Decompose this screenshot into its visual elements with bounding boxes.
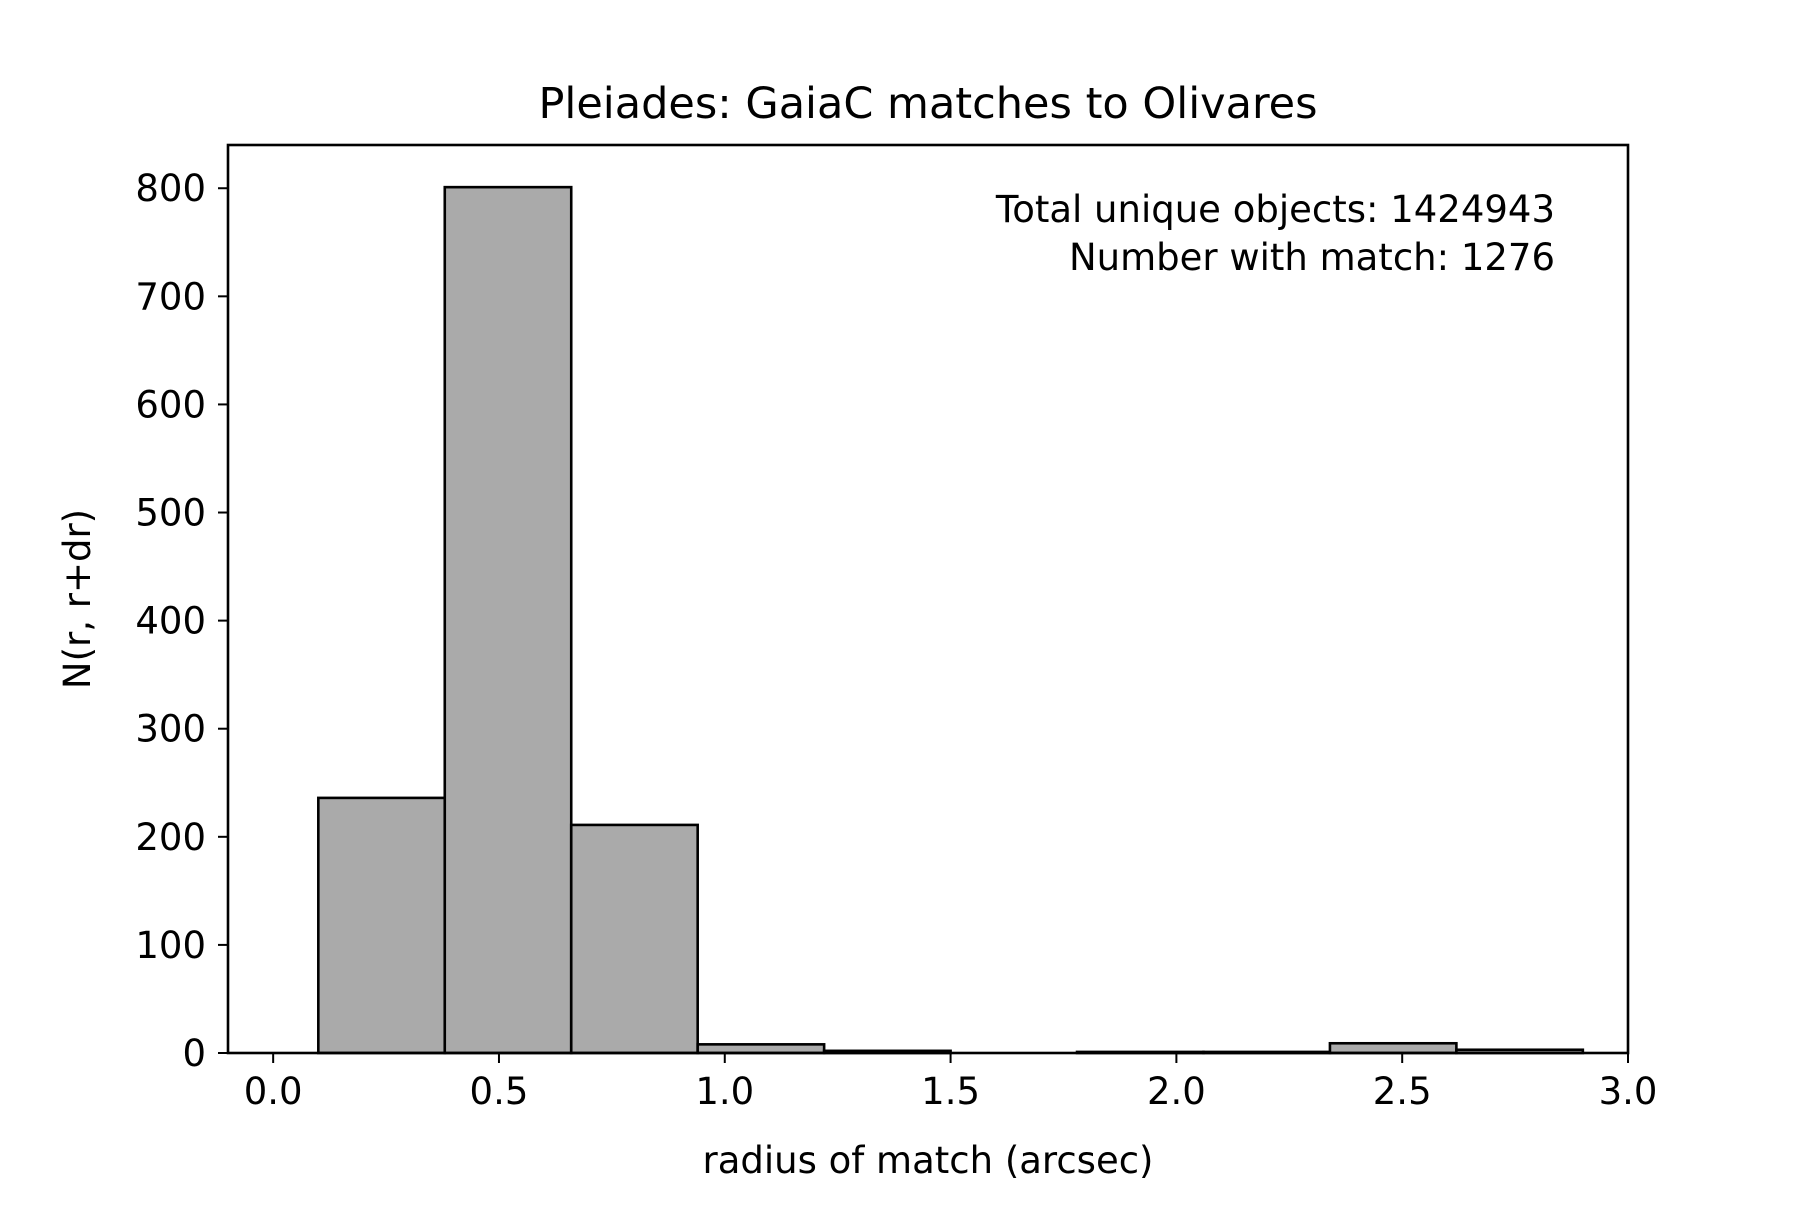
y-tick-label: 300 [135, 708, 206, 751]
x-tick-label: 2.0 [1147, 1070, 1206, 1113]
x-tick-label: 2.5 [1373, 1070, 1432, 1113]
annotation-number-matched: Number with match: 1276 [1069, 236, 1555, 279]
y-tick-label: 0 [182, 1032, 206, 1075]
x-axis-label: radius of match (arcsec) [702, 1139, 1153, 1182]
y-tick-label: 100 [135, 924, 206, 967]
y-tick-label: 700 [135, 275, 206, 318]
x-tick-label: 1.0 [695, 1070, 754, 1113]
chart-title: Pleiades: GaiaC matches to Olivares [538, 79, 1317, 129]
histogram-bar-0 [317, 796, 447, 1055]
y-tick-label: 800 [135, 167, 206, 210]
y-axis-label: N(r, r+dr) [56, 509, 99, 689]
histogram-bar-2 [569, 823, 699, 1055]
y-tick-label: 200 [135, 816, 206, 859]
histogram-bar-8 [1328, 1041, 1458, 1055]
y-axis-ticks: 0 100 200 300 400 500 600 700 800 [135, 167, 228, 1075]
x-axis-ticks: 0.0 0.5 1.0 1.5 2.0 2.5 3.0 [244, 1053, 1658, 1113]
x-tick-label: 0.5 [470, 1070, 529, 1113]
y-tick-label: 400 [135, 600, 206, 643]
y-tick-label: 600 [135, 383, 206, 426]
histogram-bar-1 [443, 185, 573, 1055]
x-tick-label: 1.5 [921, 1070, 980, 1113]
x-tick-label: 3.0 [1599, 1070, 1658, 1113]
y-tick-label: 500 [135, 492, 206, 535]
plot-frame [226, 143, 1630, 1055]
annotation-total-objects: Total unique objects: 1424943 [995, 188, 1555, 231]
x-tick-label: 0.0 [244, 1070, 303, 1113]
